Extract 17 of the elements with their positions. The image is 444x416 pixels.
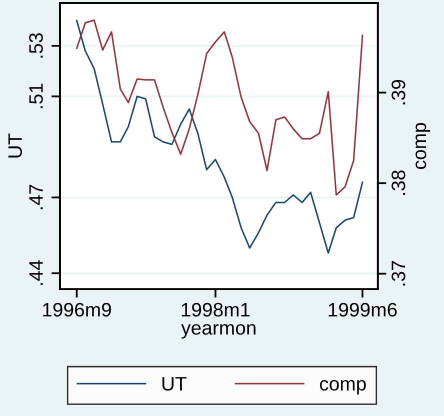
y-tick-label: .44 (29, 260, 43, 285)
legend-label: UT (162, 377, 186, 391)
y2-axis-title: comp (416, 123, 430, 169)
x-tick-label: 1996m9 (43, 302, 111, 317)
y-tick-label: .53 (29, 33, 43, 58)
y-tick-label: .47 (29, 184, 43, 210)
y2-tick-label: .38 (392, 170, 406, 195)
y-tick-label: .51 (29, 84, 43, 108)
x-tick-label: 1999m6 (328, 302, 397, 317)
y-axis-title: UT (8, 134, 22, 158)
y2-tick-label: .37 (392, 261, 406, 286)
line-series (76, 19, 364, 196)
line-series (76, 20, 364, 254)
x-axis-title: yearmon (181, 324, 256, 339)
x-tick-label: 1998m1 (182, 302, 250, 317)
legend-label: comp (320, 380, 366, 394)
y2-tick-label: .39 (392, 80, 406, 104)
